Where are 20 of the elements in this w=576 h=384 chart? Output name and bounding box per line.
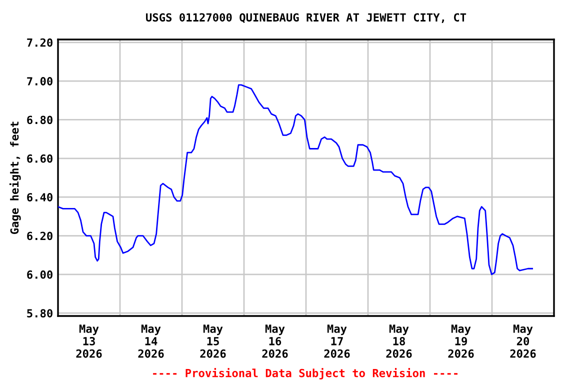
y-tick-label: 6.20 — [27, 232, 52, 240]
y-tick-label: 6.80 — [27, 116, 52, 124]
x-tick-label: May 17 2026 — [324, 324, 350, 358]
y-axis-title: Gage height, feet — [9, 122, 21, 234]
y-tick-label: 7.20 — [27, 38, 52, 47]
x-tick-label: May 15 2026 — [200, 324, 226, 358]
line-series — [58, 84, 533, 276]
x-tick-label: May 13 2026 — [76, 324, 102, 358]
y-tick-label: 5.80 — [27, 309, 52, 318]
text: ---- Provisional Data Subject to Revision ---- — [153, 368, 458, 380]
chart-title: USGS 01127000 QUINEBAUG RIVER AT JEWETT CITY, CT — [146, 13, 466, 23]
x-tick-label: May 18 2026 — [386, 324, 412, 358]
x-tick-label: May 19 2026 — [448, 324, 474, 358]
y-tick-label: 6.60 — [27, 154, 52, 163]
x-tick-label: May 14 2026 — [138, 324, 164, 358]
y-tick-label: 6.40 — [27, 193, 52, 202]
x-tick-label: May 16 2026 — [262, 324, 288, 358]
y-tick-label: 6.00 — [27, 270, 52, 279]
x-tick-label: May 20 2026 — [510, 324, 536, 358]
y-tick-label: 7.00 — [27, 77, 52, 86]
